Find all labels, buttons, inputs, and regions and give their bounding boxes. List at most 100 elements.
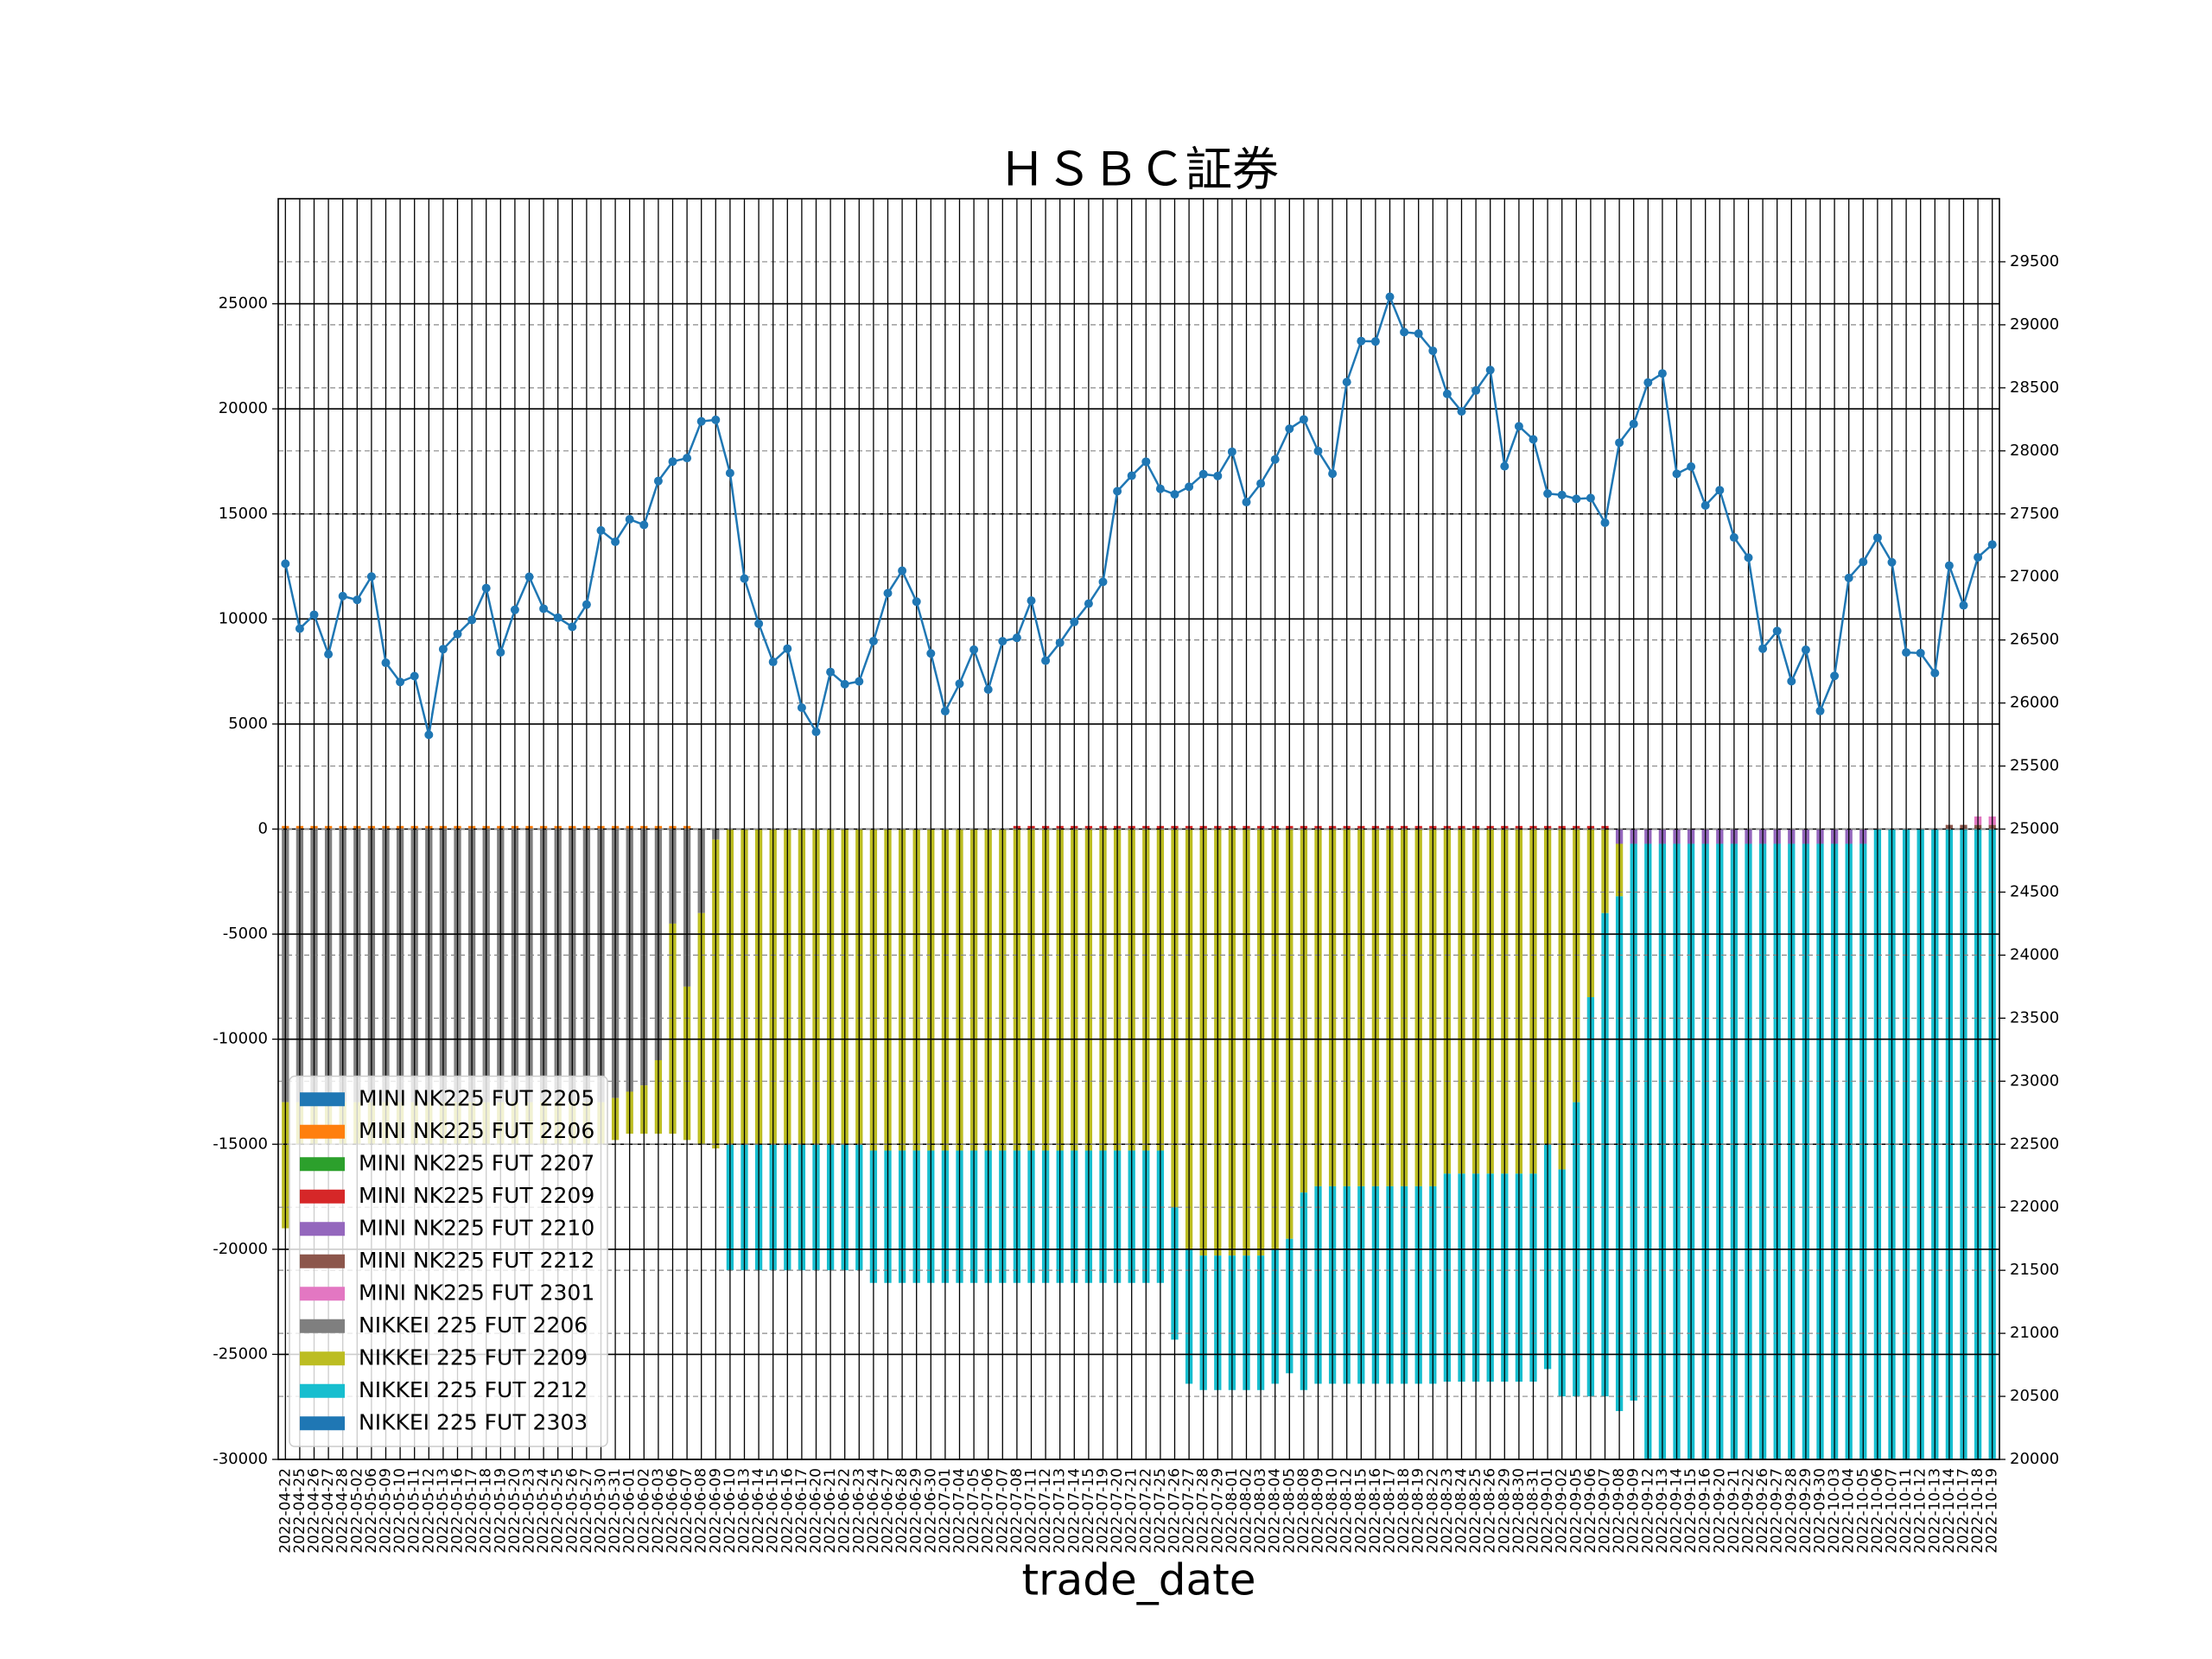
x-tick-label: 2022-07-26 bbox=[1166, 1468, 1184, 1554]
legend-swatch bbox=[300, 1287, 345, 1301]
x-tick-label: 2022-08-26 bbox=[1482, 1468, 1499, 1554]
x-tick-label: 2022-07-29 bbox=[1209, 1468, 1226, 1554]
x-tick-label: 2022-06-14 bbox=[750, 1468, 767, 1554]
x-axis-label: trade_date bbox=[1021, 1555, 1255, 1605]
x-tick-label: 2022-06-16 bbox=[779, 1468, 796, 1554]
x-tick-label: 2022-08-29 bbox=[1496, 1468, 1513, 1554]
x-tick-label: 2022-06-06 bbox=[664, 1468, 682, 1554]
x-tick-label: 2022-08-31 bbox=[1525, 1468, 1542, 1554]
price-marker bbox=[1815, 706, 1825, 715]
price-marker bbox=[940, 707, 950, 716]
x-tick-label: 2022-06-08 bbox=[693, 1468, 710, 1554]
price-marker bbox=[611, 537, 620, 546]
price-marker bbox=[1787, 677, 1796, 686]
y2-tick-label: 28000 bbox=[2010, 442, 2059, 460]
price-marker bbox=[912, 597, 921, 607]
x-tick-label: 2022-07-08 bbox=[1008, 1468, 1026, 1554]
x-tick-label: 2022-08-17 bbox=[1382, 1468, 1399, 1554]
y-tick-label: 5000 bbox=[228, 715, 268, 733]
plot-frame bbox=[277, 198, 2000, 1460]
price-marker bbox=[1615, 438, 1624, 448]
price-marker bbox=[1887, 557, 1897, 567]
legend-label: MINI NK225 FUT 2206 bbox=[359, 1118, 594, 1143]
legend-swatch bbox=[300, 1222, 345, 1236]
x-tick-label: 2022-05-17 bbox=[463, 1468, 480, 1554]
legend-swatch bbox=[300, 1383, 345, 1398]
x-tick-label: 2022-06-01 bbox=[621, 1468, 639, 1554]
x-tick-label: 2022-06-17 bbox=[793, 1468, 810, 1554]
y-tick-label: -30000 bbox=[213, 1450, 268, 1468]
x-tick-label: 2022-04-25 bbox=[291, 1468, 308, 1554]
y2-tick-label: 22000 bbox=[2010, 1198, 2059, 1216]
price-marker bbox=[1700, 500, 1710, 510]
legend-swatch bbox=[300, 1157, 345, 1172]
price-marker bbox=[1758, 644, 1768, 653]
axes: -30000 -25000 -20000 -15000 -10000 -5000 0 5000… bbox=[213, 198, 2059, 1554]
price-marker bbox=[1844, 573, 1853, 582]
x-tick-label: 2022-08-09 bbox=[1310, 1468, 1327, 1554]
price-marker bbox=[1170, 490, 1179, 499]
x-tick-label: 2022-08-02 bbox=[1238, 1468, 1255, 1554]
price-marker bbox=[811, 728, 821, 737]
price-marker bbox=[840, 679, 849, 689]
x-tick-label: 2022-10-11 bbox=[1897, 1468, 1915, 1554]
y2-tick-label: 20500 bbox=[2010, 1387, 2059, 1405]
x-tick-label: 2022-09-27 bbox=[1769, 1468, 1786, 1554]
x-tick-label: 2022-08-16 bbox=[1367, 1468, 1384, 1554]
x-tick-label: 2022-10-13 bbox=[1926, 1468, 1943, 1554]
x-tick-label: 2022-07-20 bbox=[1109, 1468, 1126, 1554]
price-marker bbox=[1270, 454, 1280, 464]
price-marker bbox=[1299, 415, 1308, 424]
x-tick-label: 2022-09-26 bbox=[1754, 1468, 1771, 1554]
x-tick-label: 2022-09-05 bbox=[1567, 1468, 1585, 1554]
x-tick-label: 2022-05-24 bbox=[535, 1468, 552, 1554]
legend-label: MINI NK225 FUT 2210 bbox=[359, 1215, 594, 1240]
price-marker bbox=[410, 671, 419, 681]
price-marker bbox=[510, 605, 519, 614]
x-tick-label: 2022-07-11 bbox=[1023, 1468, 1040, 1554]
x-tick-label: 2022-09-06 bbox=[1582, 1468, 1599, 1554]
price-marker bbox=[1428, 346, 1438, 355]
x-tick-label: 2022-06-27 bbox=[880, 1468, 897, 1554]
price-marker bbox=[1830, 671, 1840, 681]
x-tick-label: 2022-09-12 bbox=[1639, 1468, 1656, 1554]
price-marker bbox=[1055, 638, 1065, 647]
x-tick-label: 2022-06-13 bbox=[736, 1468, 753, 1554]
x-tick-label: 2022-10-03 bbox=[1826, 1468, 1843, 1554]
x-tick-label: 2022-07-19 bbox=[1095, 1468, 1112, 1554]
x-tick-label: 2022-08-12 bbox=[1338, 1468, 1356, 1554]
x-tick-label: 2022-06-30 bbox=[922, 1468, 939, 1554]
x-tick-label: 2022-09-13 bbox=[1654, 1468, 1671, 1554]
price-marker bbox=[582, 600, 591, 609]
price-marker bbox=[1643, 378, 1653, 387]
y-tick-label: -20000 bbox=[213, 1240, 268, 1258]
y-tick-label: -10000 bbox=[213, 1030, 268, 1048]
price-marker bbox=[898, 566, 907, 575]
price-marker bbox=[453, 629, 462, 639]
legend-label: MINI NK225 FUT 2212 bbox=[359, 1248, 594, 1273]
x-tick-label: 2022-08-05 bbox=[1281, 1468, 1298, 1554]
y2-tick-label: 23500 bbox=[2010, 1008, 2059, 1027]
y-tick-label: -5000 bbox=[223, 925, 268, 943]
x-tick-label: 2022-10-18 bbox=[1969, 1468, 1986, 1554]
x-tick-label: 2022-10-07 bbox=[1884, 1468, 1901, 1554]
x-tick-label: 2022-06-24 bbox=[865, 1468, 882, 1554]
x-tick-label: 2022-09-29 bbox=[1797, 1468, 1815, 1554]
x-tick-label: 2022-05-19 bbox=[492, 1468, 509, 1554]
price-marker bbox=[998, 637, 1007, 646]
price-marker bbox=[1772, 626, 1782, 636]
legend-swatch bbox=[300, 1124, 345, 1139]
x-tick-label: 2022-06-20 bbox=[808, 1468, 825, 1554]
price-marker bbox=[338, 591, 347, 601]
price-marker bbox=[1959, 601, 1968, 610]
price-marker bbox=[826, 667, 836, 677]
price-marker bbox=[424, 730, 434, 740]
y2-tick-label: 27000 bbox=[2010, 568, 2059, 586]
price-marker bbox=[1256, 479, 1266, 488]
x-tick-label: 2022-07-15 bbox=[1080, 1468, 1097, 1554]
x-tick-label: 2022-06-29 bbox=[908, 1468, 925, 1554]
legend-swatch bbox=[300, 1351, 345, 1366]
x-tick-label: 2022-10-19 bbox=[1984, 1468, 2001, 1554]
x-tick-label: 2022-05-30 bbox=[593, 1468, 610, 1554]
x-tick-label: 2022-08-08 bbox=[1295, 1468, 1313, 1554]
